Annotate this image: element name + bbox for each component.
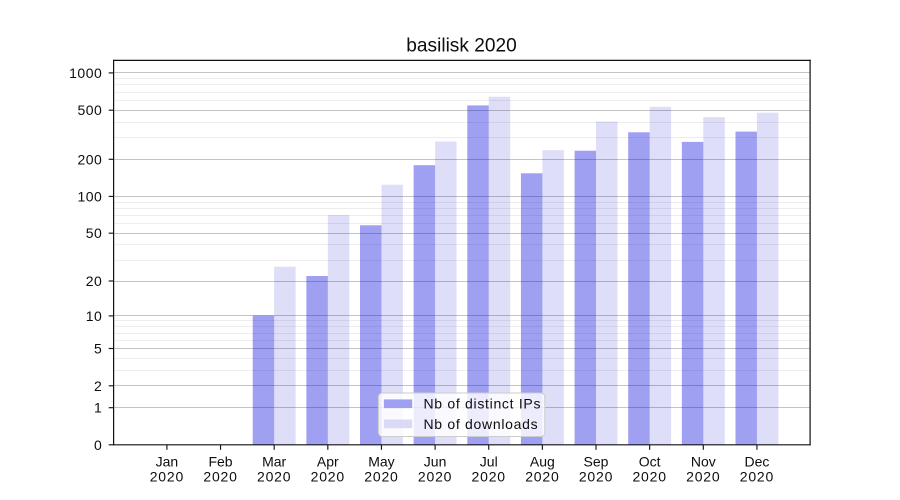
svg-text:5: 5 [94,341,102,357]
svg-text:1000: 1000 [69,65,102,81]
svg-text:2020: 2020 [632,469,666,485]
svg-text:Mar: Mar [262,453,286,469]
svg-text:2020: 2020 [150,469,184,485]
svg-text:1: 1 [94,400,102,416]
svg-text:2020: 2020 [203,469,237,485]
svg-text:2020: 2020 [740,469,774,485]
svg-text:2020: 2020 [364,469,398,485]
svg-text:Jan: Jan [156,453,179,469]
svg-text:Nb of distinct IPs: Nb of distinct IPs [424,396,542,412]
svg-text:Sep: Sep [584,453,609,469]
svg-text:Nov: Nov [691,453,716,469]
svg-text:2020: 2020 [311,469,345,485]
svg-text:Jul: Jul [480,453,498,469]
svg-text:2020: 2020 [686,469,720,485]
svg-text:2020: 2020 [418,469,452,485]
svg-text:basilisk 2020: basilisk 2020 [406,36,516,57]
svg-text:Feb: Feb [208,453,232,469]
svg-text:10: 10 [86,308,103,324]
svg-text:2020: 2020 [257,469,291,485]
svg-text:Apr: Apr [317,453,339,469]
svg-text:May: May [368,453,394,469]
svg-text:20: 20 [86,273,103,289]
svg-text:50: 50 [86,225,103,241]
svg-text:2020: 2020 [579,469,613,485]
svg-text:2020: 2020 [472,469,506,485]
svg-text:Nb of downloads: Nb of downloads [424,416,539,432]
svg-text:100: 100 [77,188,102,204]
svg-text:200: 200 [77,151,102,167]
svg-text:Dec: Dec [744,453,769,469]
svg-text:2020: 2020 [525,469,559,485]
svg-text:500: 500 [77,102,102,118]
svg-text:2: 2 [94,378,102,394]
svg-text:Jun: Jun [424,453,447,469]
svg-text:Aug: Aug [530,453,555,469]
svg-text:0: 0 [94,437,102,453]
svg-text:Oct: Oct [639,453,661,469]
